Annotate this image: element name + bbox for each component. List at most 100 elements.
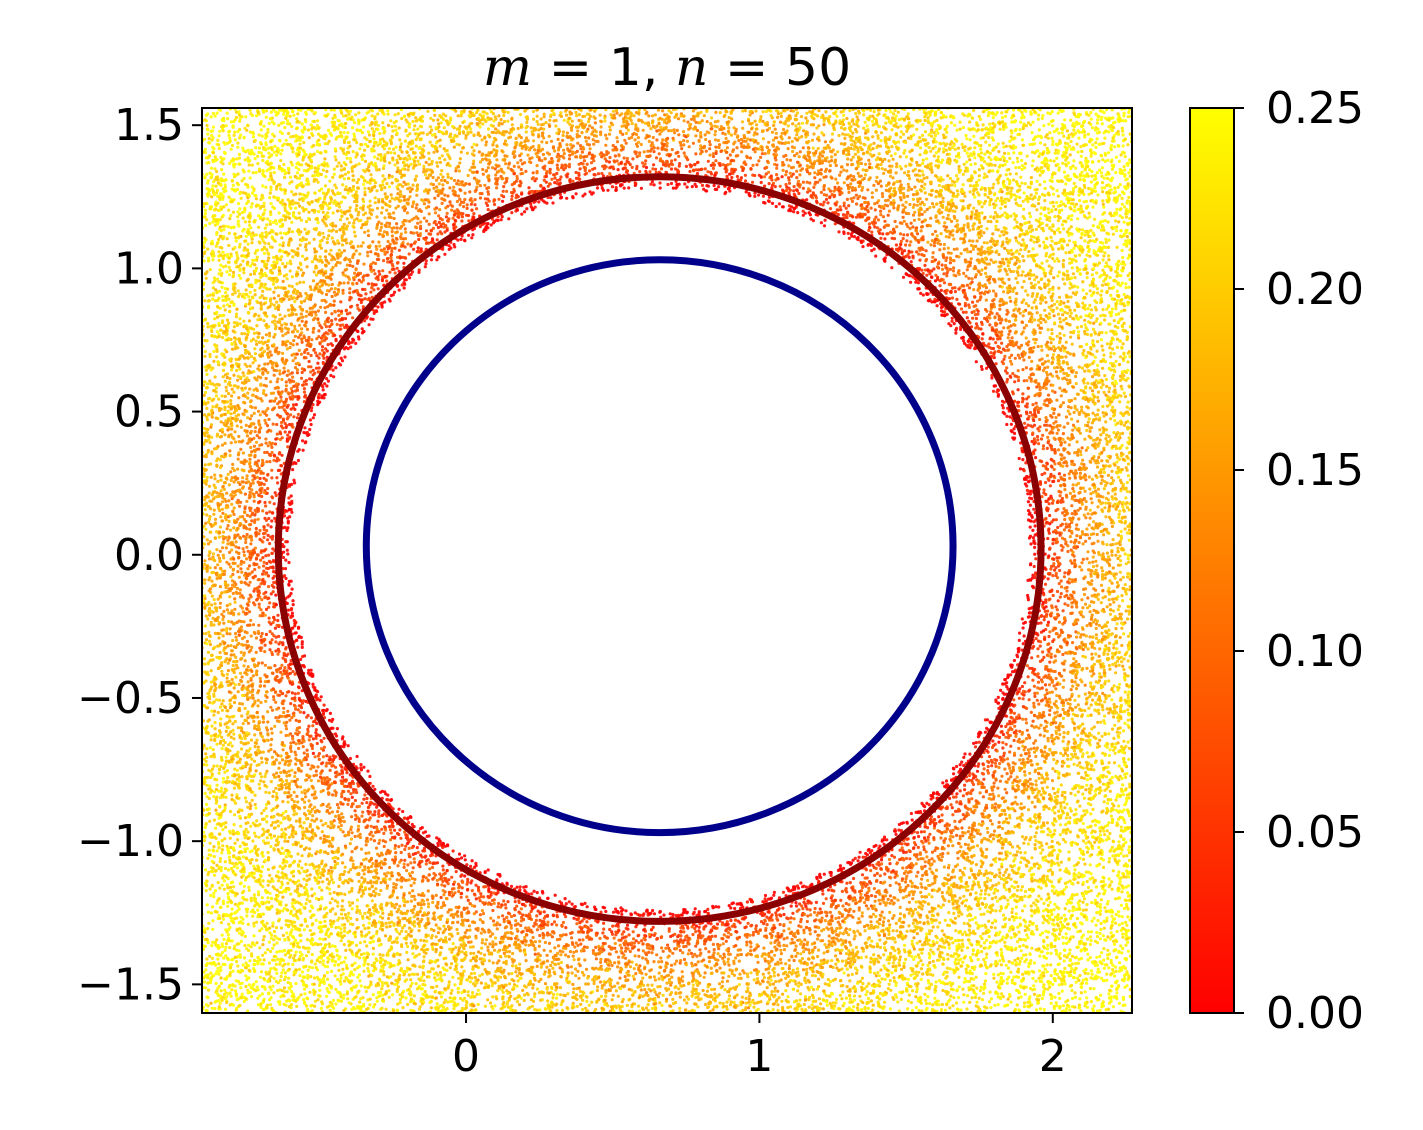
scatter-point xyxy=(212,508,216,512)
scatter-point xyxy=(1016,353,1020,357)
scatter-point xyxy=(1045,340,1050,344)
scatter-point xyxy=(1071,996,1075,1001)
scatter-point xyxy=(776,973,780,977)
scatter-point xyxy=(618,943,622,947)
scatter-point xyxy=(973,745,978,749)
scatter-point xyxy=(261,953,265,957)
scatter-point xyxy=(239,196,243,200)
scatter-point xyxy=(943,918,947,923)
scatter-point xyxy=(975,986,979,990)
scatter-point xyxy=(321,873,325,878)
scatter-point xyxy=(269,996,273,1000)
scatter-point xyxy=(987,135,991,140)
scatter-point xyxy=(331,175,335,179)
scatter-point xyxy=(475,143,479,147)
scatter-point xyxy=(869,869,873,873)
scatter-point xyxy=(288,430,292,434)
scatter-point xyxy=(552,920,557,924)
scatter-point xyxy=(952,906,956,910)
scatter-point xyxy=(946,213,950,217)
scatter-point xyxy=(1063,118,1067,122)
scatter-point xyxy=(630,960,634,964)
scatter-point xyxy=(215,464,219,468)
scatter-point xyxy=(564,926,568,930)
scatter-point xyxy=(949,803,953,807)
scatter-point xyxy=(532,995,537,999)
scatter-point xyxy=(982,958,986,962)
scatter-point xyxy=(1070,504,1074,508)
scatter-point xyxy=(788,920,792,924)
scatter-point xyxy=(989,997,994,1001)
scatter-point xyxy=(1111,869,1115,873)
scatter-point xyxy=(210,133,214,138)
scatter-point xyxy=(1053,151,1057,155)
scatter-point xyxy=(284,332,288,336)
scatter-point xyxy=(1072,128,1076,132)
scatter-point xyxy=(1023,182,1027,186)
scatter-point xyxy=(243,386,247,390)
scatter-point xyxy=(904,894,908,899)
scatter-point xyxy=(803,995,808,999)
scatter-point xyxy=(957,985,961,989)
scatter-point xyxy=(419,906,423,910)
scatter-point xyxy=(224,825,228,829)
scatter-point xyxy=(213,602,217,606)
scatter-point xyxy=(895,165,899,169)
scatter-point xyxy=(253,406,258,410)
scatter-point xyxy=(1081,228,1085,232)
scatter-point xyxy=(1119,559,1123,563)
scatter-point xyxy=(352,790,356,794)
scatter-point xyxy=(272,373,276,377)
scatter-point xyxy=(1028,410,1032,415)
scatter-point xyxy=(266,710,270,714)
scatter-point xyxy=(1101,348,1105,352)
scatter-point xyxy=(395,930,399,934)
scatter-point xyxy=(452,145,456,149)
scatter-point xyxy=(223,948,227,953)
scatter-point xyxy=(341,899,345,903)
scatter-point xyxy=(712,987,717,991)
scatter-point xyxy=(298,323,302,327)
scatter-point xyxy=(215,901,219,905)
scatter-point xyxy=(956,961,961,966)
scatter-point xyxy=(290,125,294,129)
scatter-point xyxy=(902,961,906,965)
scatter-point xyxy=(970,277,974,281)
scatter-point xyxy=(538,912,542,916)
scatter-point xyxy=(1069,118,1073,122)
scatter-point xyxy=(796,886,801,890)
scatter-point xyxy=(555,992,559,996)
scatter-point xyxy=(910,955,914,959)
scatter-point xyxy=(730,971,734,976)
scatter-point xyxy=(239,447,243,451)
scatter-point xyxy=(1045,223,1049,227)
scatter-point xyxy=(1052,757,1056,762)
scatter-point xyxy=(919,977,923,982)
scatter-point xyxy=(1044,251,1049,256)
scatter-point xyxy=(348,206,352,210)
scatter-point xyxy=(267,417,271,421)
scatter-point xyxy=(868,162,872,166)
scatter-point xyxy=(299,294,303,298)
scatter-point xyxy=(362,952,366,956)
scatter-point xyxy=(311,737,315,741)
scatter-point xyxy=(1071,787,1075,791)
scatter-point xyxy=(1033,694,1037,699)
scatter-point xyxy=(895,225,899,229)
scatter-point xyxy=(1058,317,1062,321)
scatter-point xyxy=(1094,177,1098,181)
scatter-point xyxy=(682,151,686,155)
scatter-point xyxy=(728,1003,733,1007)
scatter-point xyxy=(243,220,247,224)
scatter-point xyxy=(381,911,385,916)
scatter-point xyxy=(348,291,352,295)
scatter-point xyxy=(284,727,289,731)
scatter-point xyxy=(1124,286,1128,290)
scatter-point xyxy=(562,152,566,156)
scatter-point xyxy=(211,125,216,129)
scatter-point xyxy=(1050,266,1054,270)
scatter-point xyxy=(971,227,975,231)
scatter-point xyxy=(620,1004,624,1009)
scatter-point xyxy=(671,997,675,1002)
scatter-point xyxy=(368,1003,372,1007)
